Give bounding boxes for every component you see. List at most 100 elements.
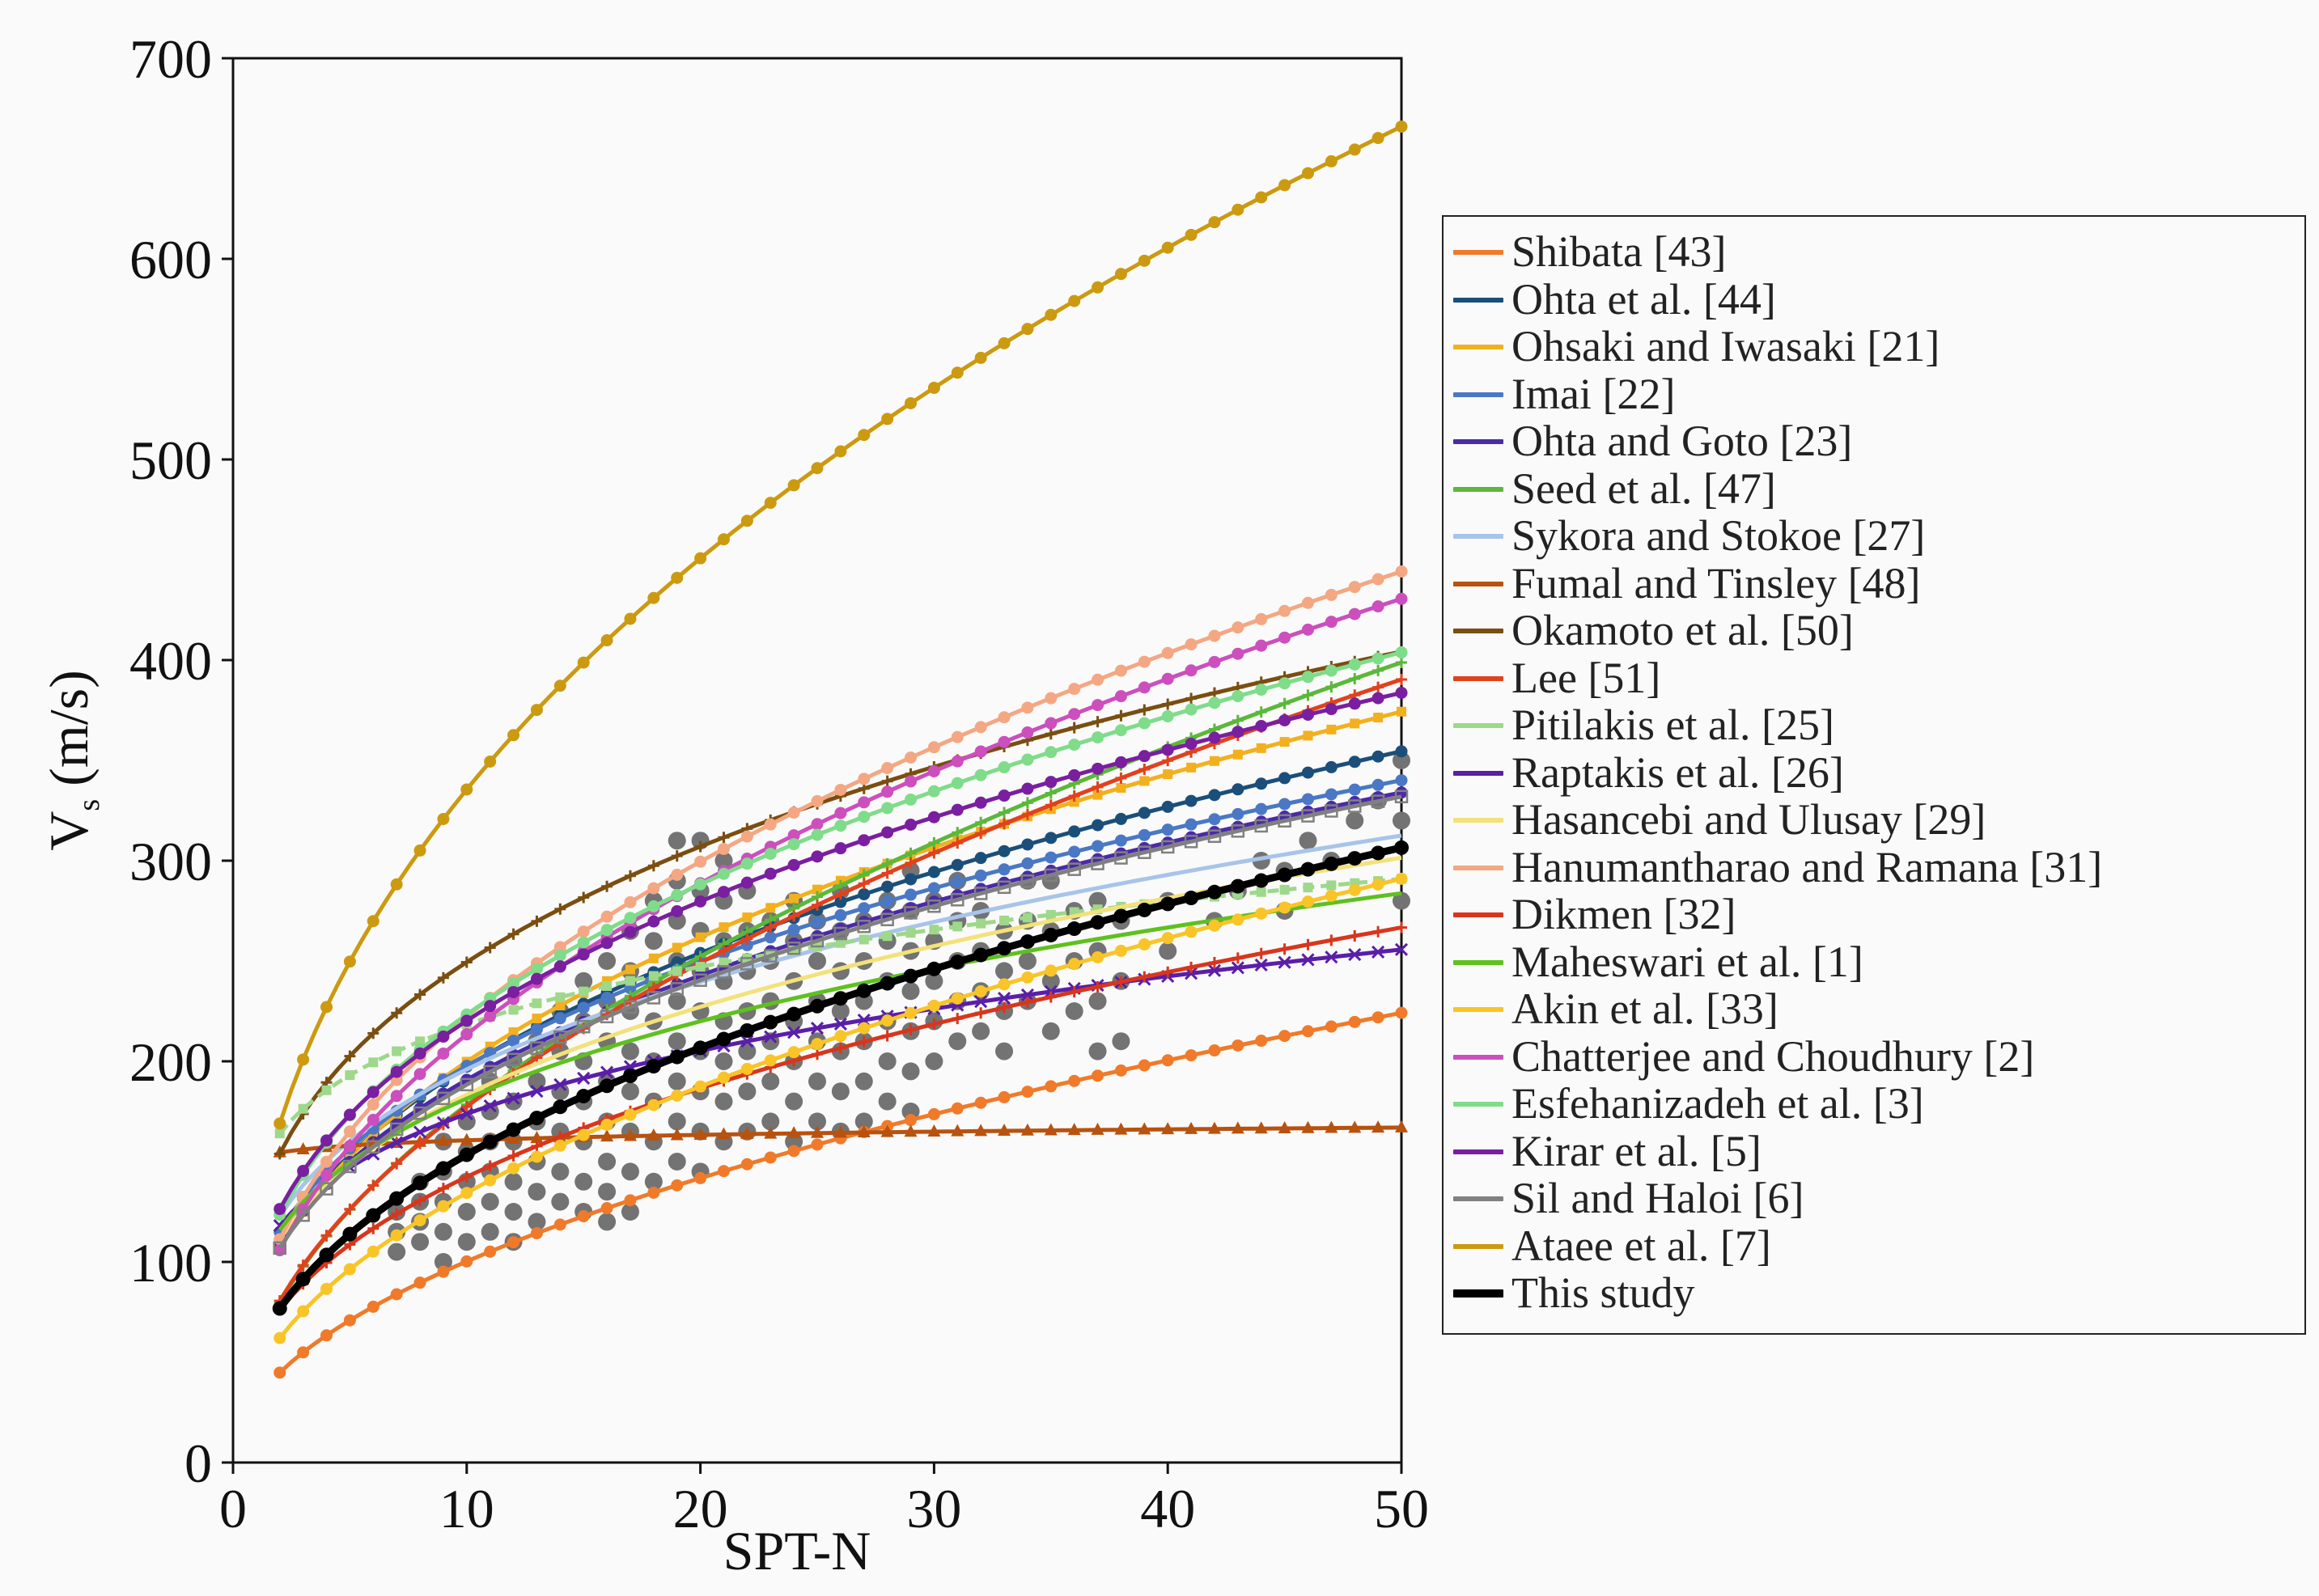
series-marker (974, 745, 987, 758)
series-marker (1161, 1122, 1175, 1135)
series-marker (296, 1141, 310, 1154)
series-marker (273, 1117, 286, 1130)
series-marker (1162, 698, 1174, 710)
series-marker (974, 852, 987, 865)
series-marker (553, 960, 566, 973)
series-marker (273, 1148, 286, 1160)
series-marker (833, 1125, 847, 1138)
series-marker (764, 1151, 777, 1164)
series-marker (1348, 607, 1361, 620)
series-marker (295, 1272, 311, 1287)
series-marker (460, 1014, 473, 1027)
series-marker (1184, 891, 1199, 906)
series-marker (1373, 713, 1384, 723)
series-marker (998, 1124, 1011, 1137)
series-marker (763, 949, 778, 963)
legend-label: Okamoto et al. [50] (1511, 606, 1854, 654)
series-marker (1207, 829, 1222, 844)
series-marker (1161, 709, 1174, 722)
series-marker (600, 937, 613, 950)
series-marker (974, 869, 987, 882)
series-marker (1231, 824, 1245, 838)
scatter-point (598, 1153, 617, 1171)
series-marker (764, 818, 777, 831)
legend-entry: Shibata [43] (1444, 228, 2304, 275)
series-marker (1325, 155, 1338, 167)
scatter-point (504, 1203, 523, 1221)
legend-label: Akin et al. [33] (1511, 984, 1778, 1033)
scatter-point (831, 1002, 850, 1020)
series-marker (1301, 623, 1314, 636)
series-marker (367, 1245, 379, 1258)
legend-swatch (1453, 392, 1503, 397)
legend-entry: Akin et al. [33] (1444, 985, 2304, 1032)
series-marker (1185, 638, 1198, 651)
series-marker (858, 811, 871, 823)
series-marker (1021, 323, 1034, 336)
y-axis-label-subscript: s (72, 799, 106, 811)
series-marker (273, 1203, 286, 1216)
scatter-point (434, 1253, 452, 1271)
series-marker (1301, 671, 1314, 684)
series-marker (1395, 686, 1408, 699)
series-marker (973, 887, 988, 900)
series-marker (1232, 203, 1244, 216)
series-marker (1371, 600, 1384, 613)
series-marker (1115, 772, 1127, 784)
legend-swatch (1453, 1149, 1503, 1154)
legend-label: Ohta and Goto [23] (1511, 417, 1853, 465)
legend-entry: Ohsaki and Iwasaki [21] (1444, 323, 2304, 370)
series-marker (1301, 895, 1314, 908)
series-marker (1349, 672, 1361, 684)
scatter-point (528, 1213, 546, 1231)
series-marker (1325, 664, 1338, 677)
series-marker (881, 762, 894, 775)
series-marker (343, 1140, 356, 1153)
series-marker (1255, 706, 1267, 718)
series-marker (1279, 884, 1290, 895)
series-marker (951, 992, 964, 1005)
series-marker (1278, 677, 1291, 690)
series-marker (460, 1187, 473, 1200)
series-marker (1208, 1044, 1221, 1057)
series-marker (1232, 952, 1244, 964)
series-marker (624, 1194, 637, 1207)
series-marker (1208, 789, 1221, 802)
series-marker (1185, 228, 1198, 241)
series-marker (905, 396, 918, 409)
series-marker (507, 977, 520, 990)
series-marker (1208, 696, 1221, 709)
series-marker (1021, 971, 1034, 984)
series-marker (1278, 772, 1291, 785)
series-marker (1278, 604, 1291, 617)
series-marker (483, 1099, 497, 1113)
series-marker (905, 818, 918, 831)
series-marker (998, 711, 1011, 724)
series-marker (905, 793, 918, 806)
series-marker (1208, 919, 1221, 932)
series-marker (1301, 793, 1314, 806)
legend-entry: Ataee et al. [7] (1444, 1222, 2304, 1269)
series-marker (694, 895, 707, 908)
scatter-point (1299, 832, 1317, 850)
series-marker (555, 1000, 566, 1010)
series-marker (578, 891, 590, 904)
series-marker (344, 1203, 356, 1215)
series-marker (1207, 963, 1222, 977)
series-marker (1394, 840, 1409, 855)
y-axis-label-unit: (m/s) (38, 670, 100, 786)
series-marker (742, 912, 753, 923)
series-marker (507, 985, 520, 998)
series-marker (1371, 1120, 1385, 1133)
legend-swatch (1453, 345, 1503, 349)
series-marker (1092, 731, 1104, 744)
series-marker (1278, 943, 1291, 955)
series-marker (787, 1046, 800, 1059)
series-marker (997, 991, 1011, 1005)
series-marker (437, 1200, 450, 1213)
series-marker (530, 1227, 543, 1240)
scatter-point (785, 1092, 803, 1111)
series-marker (1045, 776, 1058, 789)
y-axis-label-main: V (38, 811, 100, 851)
series-marker (437, 1047, 450, 1060)
